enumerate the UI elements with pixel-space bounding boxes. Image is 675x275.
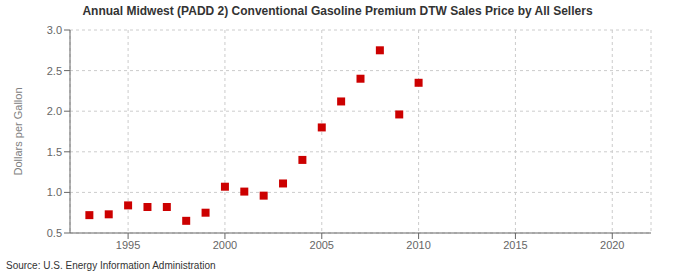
svg-text:Dollars per Gallon: Dollars per Gallon — [12, 87, 24, 175]
svg-text:2.0: 2.0 — [47, 105, 62, 117]
html-text:Annual Midwest (PADD 2) Conven: Annual Midwest (PADD 2) Conventional Gas… — [82, 4, 593, 18]
svg-text:2.5: 2.5 — [47, 65, 62, 77]
svg-text:3.0: 3.0 — [47, 24, 62, 36]
html-text:Source: U.S. Energy Informatio: Source: U.S. Energy Information Administ… — [6, 260, 216, 271]
svg-text:2010: 2010 — [406, 239, 430, 251]
svg-text:1.0: 1.0 — [47, 186, 62, 198]
svg-text:1995: 1995 — [116, 239, 140, 251]
svg-text:2005: 2005 — [310, 239, 334, 251]
svg-text:1.5: 1.5 — [47, 146, 62, 158]
svg-text:0.5: 0.5 — [47, 227, 62, 239]
svg-text:2015: 2015 — [503, 239, 527, 251]
svg-text:2020: 2020 — [600, 239, 624, 251]
svg-text:2000: 2000 — [213, 239, 237, 251]
